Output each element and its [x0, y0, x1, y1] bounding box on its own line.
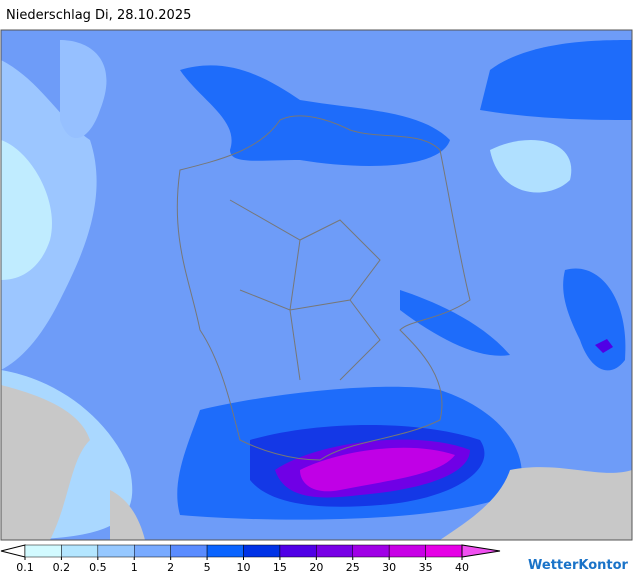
legend-swatch	[170, 544, 208, 558]
precip-area	[400, 290, 510, 356]
precip-area	[60, 40, 107, 139]
legend-swatch	[425, 544, 463, 558]
legend-swatch	[134, 544, 171, 558]
legend-swatch	[352, 544, 390, 558]
land-no-data	[1, 385, 90, 540]
legend-swatch	[279, 544, 317, 558]
precipitation-map	[0, 29, 633, 541]
legend-tick-label: 35	[419, 561, 433, 574]
precip-area	[180, 65, 450, 166]
legend-swatch	[24, 544, 62, 558]
legend-tick-label: 2	[167, 561, 174, 574]
legend-swatch	[97, 544, 135, 558]
legend-tick-label: 40	[455, 561, 469, 574]
precip-area	[480, 40, 632, 120]
legend-below-arrow	[0, 544, 26, 558]
legend-swatch	[388, 544, 426, 558]
legend-swatch	[316, 544, 354, 558]
brand-logo: WetterKontor	[528, 558, 629, 573]
legend-tick-label: 20	[309, 561, 323, 574]
precip-area	[595, 339, 613, 353]
legend-tick-label: 15	[273, 561, 287, 574]
legend-tick-label: 1	[131, 561, 138, 574]
legend-tick-label: 25	[346, 561, 360, 574]
legend-tick-label: 0.2	[53, 561, 71, 574]
legend-tick-label: 30	[382, 561, 396, 574]
legend-swatch	[206, 544, 244, 558]
precip-area	[1, 140, 52, 280]
map-frame	[0, 29, 633, 541]
legend-tick-label: 0.5	[89, 561, 107, 574]
state-border	[229, 199, 381, 381]
land-no-data	[440, 467, 632, 540]
legend-swatch	[61, 544, 99, 558]
legend-tick-label: 0.1	[16, 561, 34, 574]
legend-swatch	[243, 544, 281, 558]
legend-tick-label: 5	[204, 561, 211, 574]
map-title: Niederschlag Di, 28.10.2025	[6, 8, 191, 23]
legend: 0.1 0.2 0.5 1 2 5 10 15 20 25 30 35 40	[0, 544, 501, 574]
precip-area	[300, 447, 455, 492]
legend-above-arrow	[461, 544, 501, 558]
legend-tick-label: 10	[237, 561, 251, 574]
precip-area	[490, 140, 572, 193]
country-border	[176, 115, 471, 461]
land-no-data	[110, 490, 145, 540]
